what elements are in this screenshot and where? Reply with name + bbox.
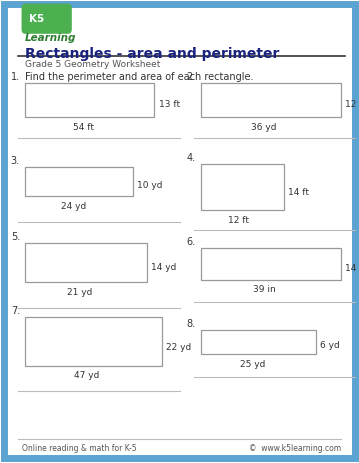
Text: 24 yd: 24 yd [61,201,86,210]
Text: 21 yd: 21 yd [67,287,93,296]
Text: ©  www.k5learning.com: © www.k5learning.com [249,443,341,451]
Bar [201,83,341,118]
Text: Find the perimeter and area of each rectangle.: Find the perimeter and area of each rect… [25,72,253,82]
Bar [25,317,162,366]
FancyBboxPatch shape [22,5,72,35]
Text: Learning: Learning [25,33,76,44]
Text: 47 yd: 47 yd [74,370,99,379]
Text: 14 ft: 14 ft [288,188,309,197]
Text: 4.: 4. [187,152,196,163]
Text: 12 yd: 12 yd [345,100,359,109]
Bar [201,249,341,280]
Bar [201,164,284,211]
Text: 54 ft: 54 ft [73,123,94,131]
Text: 6.: 6. [187,237,196,247]
Text: 6 yd: 6 yd [320,340,340,349]
Text: 12 ft: 12 ft [228,215,249,224]
Text: 8.: 8. [187,318,196,328]
Text: 36 yd: 36 yd [251,123,277,131]
Bar [25,168,133,197]
Text: 3.: 3. [11,156,20,166]
Text: 5.: 5. [11,231,20,241]
Text: 25 yd: 25 yd [240,359,265,368]
Text: Rectangles - area and perimeter: Rectangles - area and perimeter [25,47,280,61]
Text: 14 yd: 14 yd [151,262,177,271]
Bar [25,83,154,118]
Text: K5: K5 [29,14,44,25]
Text: 7.: 7. [11,305,20,315]
Text: 13 ft: 13 ft [159,100,180,109]
Text: Grade 5 Geometry Worksheet: Grade 5 Geometry Worksheet [25,60,160,69]
Text: 2.: 2. [187,71,196,81]
Text: 1.: 1. [11,71,20,81]
Text: 22 yd: 22 yd [166,342,191,351]
Text: Online reading & math for K-5: Online reading & math for K-5 [22,443,136,451]
Text: 10 yd: 10 yd [137,181,163,189]
Text: 39 in: 39 in [253,285,275,294]
Bar [25,243,147,282]
Bar [201,330,316,354]
Text: 14 in: 14 in [345,263,359,272]
